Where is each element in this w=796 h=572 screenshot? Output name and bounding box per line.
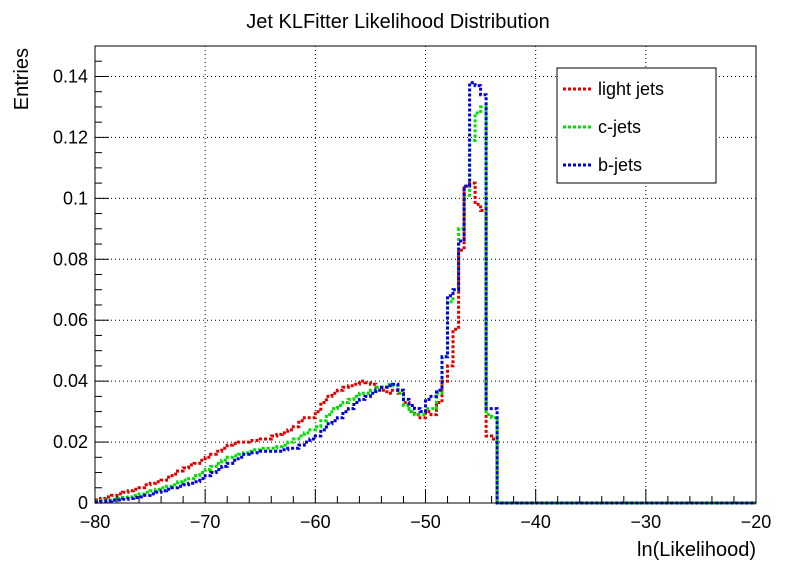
legend: light jets c-jets b-jets xyxy=(556,67,717,184)
chart-title: Jet KLFitter Likelihood Distribution xyxy=(246,11,549,33)
y-tick-label: 0 xyxy=(78,493,88,513)
legend-label: b-jets xyxy=(598,155,642,175)
series-b-jets xyxy=(95,81,756,505)
series-light-jets xyxy=(95,181,756,505)
y-tick-label: 0.04 xyxy=(53,371,88,391)
y-tick-label: 0.14 xyxy=(53,66,88,86)
x-tick-label: −50 xyxy=(410,512,441,532)
y-tick-label: 0.1 xyxy=(63,188,88,208)
x-axis-label: ln(Likelihood) xyxy=(637,539,756,561)
legend-label: c-jets xyxy=(598,117,641,137)
histogram-series xyxy=(95,81,756,505)
x-tick-label: −60 xyxy=(300,512,331,532)
legend-label: light jets xyxy=(598,79,664,99)
y-axis-label: Entries xyxy=(11,48,33,110)
x-tick-label: −20 xyxy=(741,512,772,532)
x-tick-label: −80 xyxy=(80,512,111,532)
x-tick-label: −70 xyxy=(190,512,221,532)
x-tick-label: −40 xyxy=(520,512,551,532)
y-tick-label: 0.12 xyxy=(53,127,88,147)
axes: −80 −70 −60 −50 −40 −30 −20 0 0.02 0.04 0.06 0.08 0.… xyxy=(53,60,772,532)
y-tick-label: 0.02 xyxy=(53,432,88,452)
x-tick-label: −30 xyxy=(631,512,662,532)
y-tick-label: 0.08 xyxy=(53,249,88,269)
y-tick-label: 0.06 xyxy=(53,310,88,330)
